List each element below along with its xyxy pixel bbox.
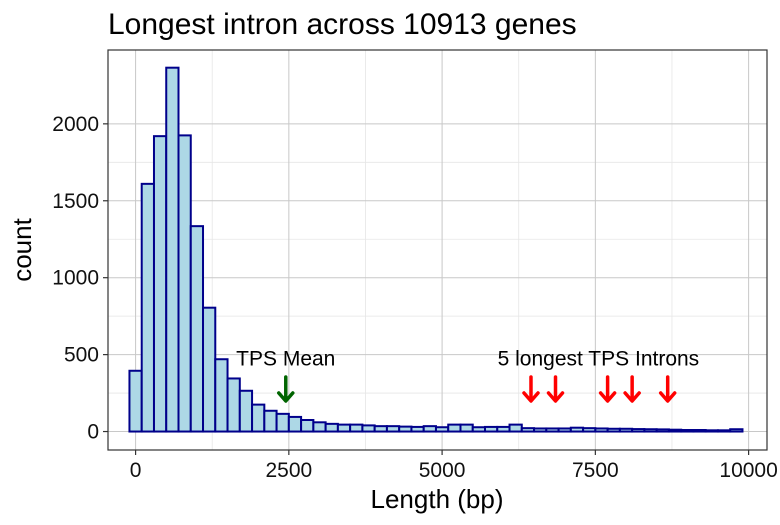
histogram-bar bbox=[545, 427, 560, 433]
histogram-bar bbox=[398, 425, 413, 433]
annotation-arrow bbox=[623, 375, 641, 403]
histogram-bar bbox=[373, 425, 388, 433]
histogram-bar bbox=[533, 427, 548, 433]
annotation-label: TPS Mean bbox=[236, 347, 335, 370]
x-tick-label: 2500 bbox=[265, 459, 312, 482]
histogram-bar bbox=[447, 423, 462, 433]
histogram-bar bbox=[128, 369, 143, 433]
histogram-bar bbox=[643, 428, 658, 433]
histogram-bar bbox=[631, 428, 646, 433]
histogram-bar bbox=[361, 424, 376, 433]
histogram-bar bbox=[275, 412, 290, 433]
histogram-bar bbox=[704, 429, 719, 433]
histogram-bar bbox=[214, 358, 229, 433]
histogram-bar bbox=[287, 415, 303, 433]
histogram-bar bbox=[177, 134, 192, 433]
annotation-arrow bbox=[522, 375, 540, 403]
y-tick-label: 0 bbox=[87, 421, 99, 444]
y-axis-title: count bbox=[7, 217, 37, 281]
histogram-bar bbox=[471, 426, 487, 433]
histogram-bar bbox=[336, 423, 352, 433]
histogram-bar bbox=[312, 421, 327, 433]
histogram-bar bbox=[300, 419, 315, 433]
histogram-bar bbox=[496, 425, 511, 433]
x-tick-label: 7500 bbox=[572, 459, 619, 482]
histogram-bar bbox=[569, 426, 585, 433]
y-tick-label: 1500 bbox=[52, 190, 99, 213]
annotation-arrow bbox=[546, 375, 565, 403]
histogram-bar bbox=[202, 306, 217, 433]
histogram-bar bbox=[385, 425, 401, 433]
histogram-bar bbox=[557, 427, 572, 433]
x-axis-title: Length (bp) bbox=[371, 484, 504, 514]
axes: 0 2500 5000 7500 10000 0 500 1000 1500 2000 bbox=[52, 113, 778, 482]
histogram-bar bbox=[655, 428, 670, 433]
plot-border bbox=[107, 49, 768, 451]
histogram-bar bbox=[484, 425, 499, 433]
histogram-bar bbox=[349, 423, 364, 433]
histogram-bar bbox=[422, 425, 437, 433]
histogram-bar bbox=[582, 427, 597, 433]
histogram-bar bbox=[716, 429, 732, 433]
x-tick-label: 5000 bbox=[419, 459, 466, 482]
histogram-bar bbox=[667, 428, 683, 433]
y-tick-label: 1000 bbox=[52, 267, 99, 290]
histogram-bar bbox=[410, 425, 425, 433]
annotation-arrow bbox=[658, 375, 677, 403]
histogram-bar bbox=[606, 427, 621, 433]
histogram-bar bbox=[165, 66, 180, 433]
annotation-arrow bbox=[598, 375, 617, 403]
histogram-bar bbox=[226, 377, 241, 433]
histogram-bar bbox=[140, 182, 155, 433]
histogram-bar bbox=[508, 423, 523, 433]
histogram-bar bbox=[324, 422, 339, 433]
annotation-label: 5 longest TPS Introns bbox=[498, 347, 700, 370]
histogram-bar bbox=[263, 409, 278, 433]
x-tick-label: 10000 bbox=[719, 459, 777, 482]
histogram-bar bbox=[520, 427, 536, 433]
histogram-bar bbox=[189, 225, 205, 433]
histogram-bar bbox=[618, 427, 634, 433]
y-tick-label: 500 bbox=[64, 344, 99, 367]
histogram-bars bbox=[128, 66, 744, 433]
annotations: TPS Mean 5 longest TPS Introns bbox=[236, 347, 700, 403]
histogram-bar bbox=[434, 426, 450, 433]
histogram-bar bbox=[680, 429, 695, 433]
histogram-bar bbox=[729, 428, 744, 433]
histogram-bar bbox=[459, 423, 474, 433]
x-tick-label: 0 bbox=[130, 459, 142, 482]
chart-title: Longest intron across 10913 genes bbox=[108, 8, 577, 41]
y-tick-label: 2000 bbox=[52, 113, 99, 136]
histogram-bar bbox=[251, 403, 266, 433]
histogram-bar bbox=[152, 135, 168, 433]
histogram-bar bbox=[594, 427, 609, 433]
annotation-arrow bbox=[277, 375, 295, 403]
histogram-bar bbox=[238, 389, 254, 433]
histogram-bar bbox=[692, 429, 707, 433]
